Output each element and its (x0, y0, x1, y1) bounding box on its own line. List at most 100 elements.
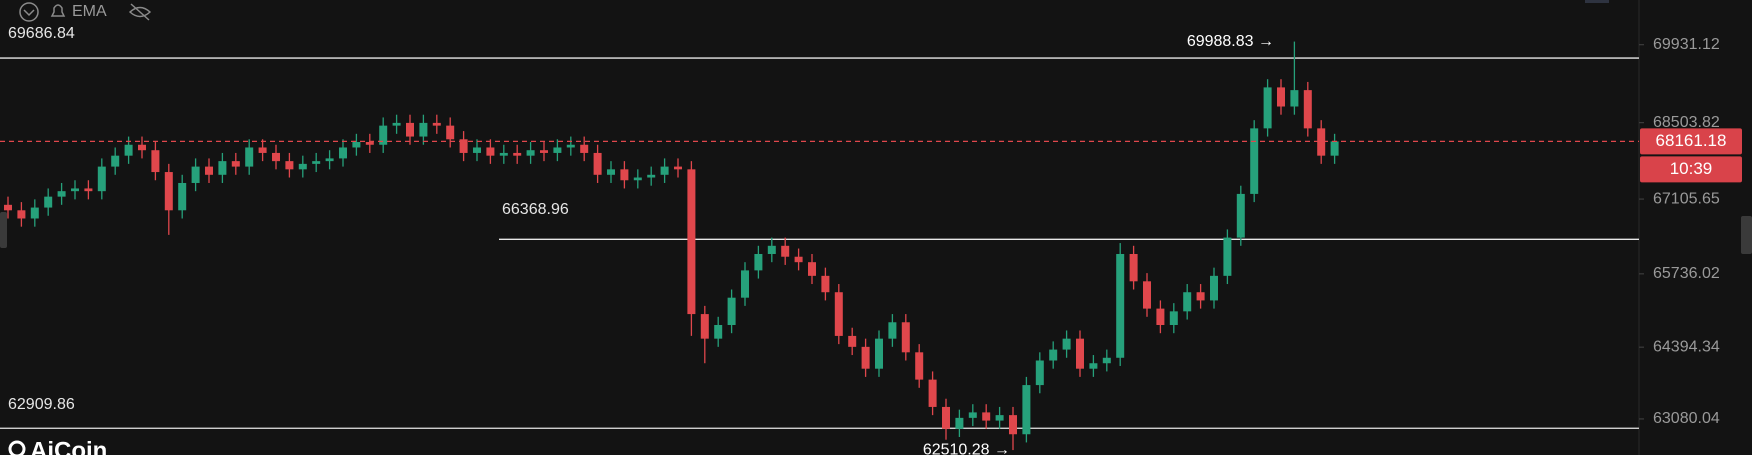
candle-body (848, 335, 857, 347)
visibility-icon[interactable] (128, 3, 152, 21)
candle-body (982, 412, 991, 421)
candle-body (1062, 338, 1071, 350)
candle-body (566, 144, 575, 148)
candle-body (553, 147, 562, 153)
candle-body (888, 322, 897, 339)
candle-body (97, 166, 106, 192)
candle-body (4, 204, 12, 211)
candle-body (432, 122, 441, 126)
candle-body (1290, 90, 1299, 107)
candle-body (1196, 292, 1205, 301)
candle-body (821, 275, 830, 293)
candle-body (379, 125, 388, 145)
candle-body (1116, 253, 1125, 358)
candle-body (1263, 87, 1272, 129)
candle-body (1223, 237, 1232, 276)
candle-body (687, 169, 696, 315)
logo: AiCoin (8, 437, 107, 455)
candle-body (754, 253, 763, 271)
countdown-label: 10:39 (1670, 159, 1713, 178)
y-tick-label: 68503.82 (1653, 114, 1720, 131)
candle-body (580, 144, 589, 153)
current-price-label: 68161.18 (1656, 131, 1727, 150)
candle-body (218, 161, 227, 175)
countdown-box (1640, 156, 1742, 183)
candle-body (486, 147, 495, 156)
candle-body (794, 256, 803, 263)
candle-body (1009, 415, 1017, 435)
candle-body (861, 346, 870, 369)
candle-body (258, 147, 267, 153)
candle-body (781, 245, 790, 257)
candle-body (513, 152, 522, 156)
candle-body (205, 166, 213, 175)
candle-body (352, 142, 361, 148)
candle-body (325, 158, 334, 162)
y-tick-label: 65736.02 (1653, 265, 1720, 282)
candle-body (901, 322, 910, 353)
candle-body (995, 415, 1004, 421)
candle-body (459, 139, 468, 153)
candle-body (1210, 275, 1218, 301)
collapse-icon[interactable] (19, 2, 39, 22)
candle-body (499, 152, 508, 156)
candle-body (178, 182, 187, 211)
candle-body (620, 169, 629, 181)
candle-body (727, 297, 736, 325)
level-label: 69686.84 (8, 25, 75, 42)
candle-body (767, 245, 776, 254)
candle-body (660, 166, 669, 175)
candle-body (1089, 363, 1098, 369)
candle-body (1317, 128, 1326, 156)
candle-body (71, 188, 79, 192)
candle-body (1076, 338, 1084, 369)
candle-body (1303, 90, 1312, 129)
candle-body (406, 122, 414, 137)
y-tick-label: 69931.12 (1653, 36, 1720, 53)
candle-body (1169, 311, 1178, 325)
toolbar-tab[interactable] (1585, 0, 1609, 3)
candle-body (17, 210, 26, 219)
candle-body (473, 147, 481, 153)
candle-body (1236, 193, 1245, 238)
collapse-chevron (23, 9, 35, 17)
left-handle[interactable] (0, 212, 7, 248)
candle-body (446, 125, 455, 140)
candle-body (607, 169, 615, 175)
candle-body (942, 406, 950, 429)
candle-body (138, 144, 146, 151)
level-label: 66368.96 (502, 201, 569, 218)
candle-body (875, 338, 883, 369)
alert-icon[interactable] (50, 4, 66, 17)
candle-body (1102, 357, 1111, 364)
candle-body (1250, 128, 1259, 194)
candle-body (419, 122, 428, 137)
candle-body (1129, 253, 1138, 282)
candle-body (124, 144, 133, 156)
y-tick-label: 67105.65 (1653, 190, 1720, 207)
candle-body (633, 177, 642, 181)
candle-body (285, 161, 294, 170)
candle-body (1035, 360, 1044, 386)
candle-body (647, 174, 656, 178)
candle-body (164, 172, 173, 211)
level-label: 62909.86 (8, 396, 75, 413)
candle-body (1022, 385, 1031, 435)
right-handle[interactable] (1741, 216, 1752, 254)
logo-mark (8, 440, 26, 455)
candle-body (674, 166, 682, 170)
indicator-label[interactable]: EMA (72, 3, 107, 20)
candle-body (1156, 308, 1165, 325)
candle-body (30, 207, 39, 219)
candle-body (312, 161, 321, 164)
candle-body (714, 325, 723, 339)
candle-body (700, 314, 709, 339)
plot-area: 69931.12 68503.82 67105.65 65736.02 64394.34… (0, 25, 1742, 455)
y-tick-label: 64394.34 (1653, 338, 1720, 355)
current-price-box (1640, 128, 1742, 155)
candle-body (392, 122, 401, 126)
candle-body (808, 262, 816, 276)
candle-body (191, 166, 200, 183)
